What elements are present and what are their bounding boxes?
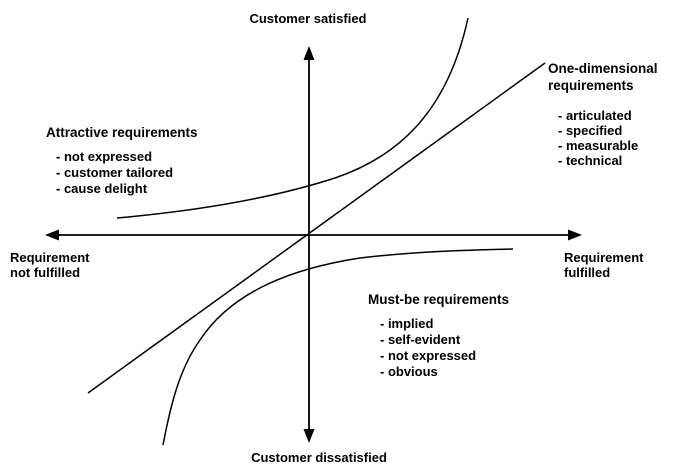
list-item: - implied: [380, 316, 434, 331]
attractive-requirements-title: Attractive requirements: [46, 125, 198, 140]
must-be-requirements-title: Must-be requirements: [368, 292, 510, 307]
list-item: - technical: [558, 153, 623, 168]
list-item: - articulated: [558, 108, 632, 123]
x-axis-left-label-line1: Requirement: [10, 250, 90, 265]
must-be-curve: [162, 248, 514, 446]
list-item: - specified: [558, 123, 623, 138]
up-arrowhead-icon: [303, 46, 315, 60]
x-axis-right-label-line2: fulfilled: [564, 265, 611, 280]
attractive-requirements-block: Attractive requirements - not expressed …: [46, 124, 198, 197]
x-axis-right-label: Requirement fulfilled: [564, 250, 643, 280]
y-axis-bottom-label: Customer dissatisfied: [251, 450, 387, 465]
x-axis-right-label-line1: Requirement: [564, 250, 644, 265]
one-dimensional-title-line2: requirements: [548, 78, 634, 93]
one-dimensional-requirements-title: One-dimensional requirements: [548, 60, 658, 94]
list-item: - customer tailored: [56, 165, 174, 180]
attractive-curve: [116, 17, 469, 219]
one-dimensional-title-line1: One-dimensional: [548, 61, 658, 76]
attractive-requirements-items: - not expressed - customer tailored - ca…: [56, 149, 198, 197]
x-axis-left-label: Requirement not fulfilled: [10, 250, 89, 280]
list-item: - measurable: [558, 138, 639, 153]
list-item: - not expressed: [56, 149, 153, 164]
one-dimensional-requirements-items: - articulated - specified - measurable -…: [558, 108, 658, 168]
one-dimensional-curve: [87, 62, 546, 394]
list-item: - self-evident: [380, 332, 461, 347]
list-item: - cause delight: [56, 181, 148, 196]
left-arrowhead-icon: [45, 229, 59, 241]
must-be-requirements-items: - implied - self-evident - not expressed…: [380, 316, 509, 380]
right-arrowhead-icon: [568, 229, 582, 241]
y-axis-top-label: Customer satisfied: [249, 11, 367, 26]
one-dimensional-requirements-block: One-dimensional requirements - articulat…: [548, 60, 658, 168]
list-item: - not expressed: [380, 348, 477, 363]
down-arrowhead-icon: [303, 429, 315, 443]
x-axis-left-label-line2: not fulfilled: [10, 265, 81, 280]
must-be-requirements-block: Must-be requirements - implied - self-ev…: [368, 291, 509, 380]
list-item: - obvious: [380, 364, 438, 379]
